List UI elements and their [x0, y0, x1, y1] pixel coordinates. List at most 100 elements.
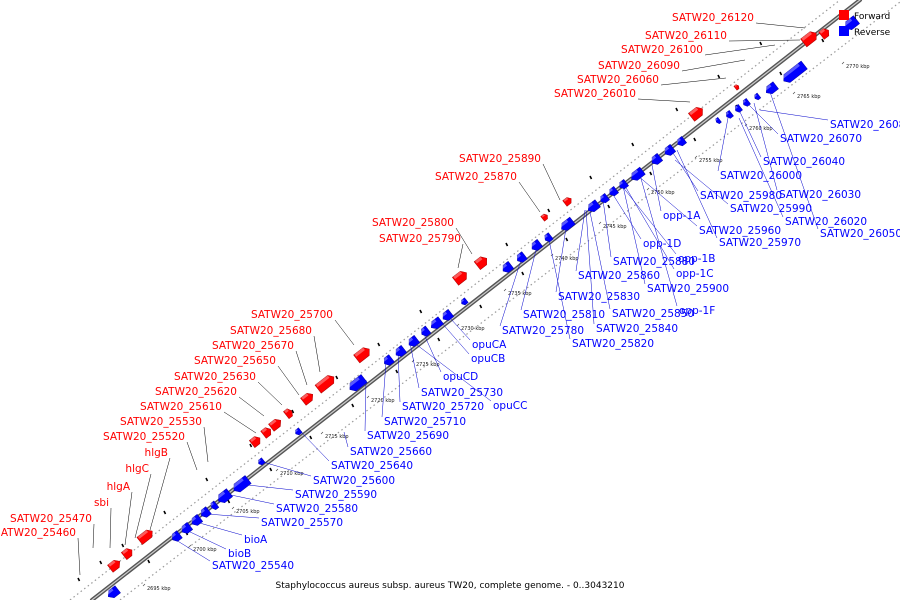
- forward-gene-label[interactable]: SATW20_25520: [103, 431, 185, 443]
- reverse-gene-label[interactable]: SATW20_25840: [596, 323, 678, 335]
- reverse-gene-label[interactable]: opuCA: [472, 339, 507, 351]
- forward-gene-label[interactable]: SATW20_25790: [379, 233, 461, 245]
- forward-gene-label[interactable]: hlgC: [125, 463, 149, 475]
- reverse-gene[interactable]: [724, 110, 734, 119]
- reverse-gene-label[interactable]: opp-1D: [643, 238, 681, 250]
- reverse-gene[interactable]: [500, 261, 515, 274]
- reverse-gene-label[interactable]: SATW20_25900: [647, 283, 729, 295]
- reverse-gene[interactable]: [543, 232, 554, 244]
- reverse-gene-label[interactable]: SATW20_25660: [350, 446, 432, 458]
- reverse-gene[interactable]: [215, 488, 233, 505]
- reverse-gene[interactable]: [189, 514, 204, 527]
- reverse-gene-label[interactable]: SATW20_25820: [572, 338, 654, 350]
- reverse-gene[interactable]: [629, 166, 646, 183]
- forward-gene[interactable]: [300, 391, 316, 406]
- reverse-gene-label[interactable]: opuCB: [471, 353, 505, 365]
- forward-gene-label[interactable]: SATW20_26010: [554, 88, 636, 100]
- reverse-gene-label[interactable]: SATW20_26040: [763, 156, 845, 168]
- reverse-gene[interactable]: [257, 457, 266, 466]
- reverse-gene[interactable]: [515, 251, 528, 265]
- forward-gene-label[interactable]: SATW20_26090: [598, 60, 680, 72]
- reverse-gene-label[interactable]: opuCD: [443, 371, 478, 383]
- reverse-gene-label[interactable]: SATW20_26030: [779, 189, 861, 201]
- forward-gene[interactable]: [260, 426, 274, 439]
- reverse-gene[interactable]: [842, 15, 860, 32]
- reverse-gene[interactable]: [781, 60, 808, 85]
- reverse-gene[interactable]: [106, 585, 121, 600]
- forward-gene-label[interactable]: SATW20_25610: [140, 401, 222, 413]
- reverse-gene-label[interactable]: SATW20_26000: [720, 170, 802, 182]
- reverse-gene-label[interactable]: SATW20_26020: [785, 216, 867, 228]
- forward-gene-label[interactable]: SATW20_25630: [174, 371, 256, 383]
- forward-gene-label[interactable]: SATW20_25460: [0, 527, 76, 539]
- reverse-gene-label[interactable]: opp-1C: [676, 268, 714, 280]
- reverse-gene-label[interactable]: SATW20_25640: [331, 460, 413, 472]
- reverse-gene-label[interactable]: opp-1A: [663, 210, 701, 222]
- forward-gene-label[interactable]: SATW20_26110: [645, 30, 727, 42]
- reverse-gene-label[interactable]: SATW20_25570: [261, 517, 343, 529]
- reverse-gene[interactable]: [733, 104, 743, 113]
- forward-gene-label[interactable]: SATW20_26120: [672, 12, 754, 24]
- forward-gene[interactable]: [136, 528, 155, 545]
- reverse-gene[interactable]: [586, 199, 601, 214]
- forward-gene[interactable]: [562, 196, 574, 207]
- reverse-gene[interactable]: [607, 186, 619, 197]
- forward-gene[interactable]: [248, 434, 262, 448]
- reverse-gene[interactable]: [419, 325, 432, 338]
- reverse-gene-label[interactable]: SATW20_25990: [730, 203, 812, 215]
- reverse-gene[interactable]: [294, 427, 303, 436]
- reverse-gene[interactable]: [231, 475, 252, 495]
- reverse-gene[interactable]: [715, 117, 722, 125]
- forward-gene-label[interactable]: hlgA: [107, 481, 131, 493]
- reverse-gene-label[interactable]: SATW20_26070: [780, 133, 862, 145]
- reverse-gene-label[interactable]: opuCC: [493, 400, 527, 412]
- reverse-gene-label[interactable]: SATW20_25830: [558, 291, 640, 303]
- forward-gene-label[interactable]: SATW20_26060: [577, 74, 659, 86]
- reverse-gene-label[interactable]: SATW20_25970: [719, 237, 801, 249]
- reverse-gene-label[interactable]: SATW20_25590: [295, 489, 377, 501]
- reverse-gene-label[interactable]: opp-1F: [679, 305, 715, 317]
- reverse-gene[interactable]: [662, 144, 677, 157]
- reverse-gene[interactable]: [598, 193, 610, 204]
- reverse-gene[interactable]: [460, 297, 469, 306]
- reverse-gene-label[interactable]: SATW20_25880: [613, 256, 695, 268]
- reverse-gene-label[interactable]: SATW20_25580: [276, 503, 358, 515]
- reverse-gene-label[interactable]: SATW20_25690: [367, 430, 449, 442]
- reverse-gene-label[interactable]: SATW20_25810: [523, 309, 605, 321]
- reverse-gene-label[interactable]: SATW20_25860: [578, 270, 660, 282]
- reverse-gene[interactable]: [347, 374, 368, 394]
- reverse-gene[interactable]: [529, 239, 544, 252]
- forward-gene[interactable]: [800, 29, 820, 48]
- reverse-gene[interactable]: [170, 530, 183, 544]
- reverse-gene-label[interactable]: opp-1B: [678, 253, 715, 265]
- reverse-gene-label[interactable]: SATW20_25960: [699, 225, 781, 237]
- reverse-gene-label[interactable]: SATW20_25730: [421, 387, 503, 399]
- forward-gene[interactable]: [314, 373, 337, 394]
- forward-gene[interactable]: [268, 417, 284, 432]
- forward-gene[interactable]: [818, 27, 832, 40]
- reverse-gene-label[interactable]: SATW20_25850: [612, 308, 694, 320]
- reverse-gene[interactable]: [382, 354, 395, 368]
- reverse-gene[interactable]: [393, 345, 408, 358]
- forward-gene[interactable]: [452, 269, 469, 286]
- forward-gene-label[interactable]: SATW20_25700: [251, 309, 333, 321]
- forward-gene-label[interactable]: SATW20_25890: [459, 153, 541, 165]
- reverse-gene[interactable]: [209, 500, 220, 511]
- reverse-gene[interactable]: [429, 316, 444, 331]
- forward-gene[interactable]: [473, 254, 490, 270]
- reverse-gene[interactable]: [440, 309, 455, 322]
- forward-gene-label[interactable]: SATW20_25470: [10, 513, 92, 525]
- forward-gene-label[interactable]: SATW20_25530: [120, 416, 202, 428]
- forward-gene-label[interactable]: SATW20_25680: [230, 325, 312, 337]
- forward-gene-label[interactable]: SATW20_25620: [155, 386, 237, 398]
- forward-gene-label[interactable]: SATW20_25670: [212, 340, 294, 352]
- reverse-gene-label[interactable]: SATW20_25720: [402, 401, 484, 413]
- forward-gene-label[interactable]: SATW20_26100: [621, 44, 703, 56]
- forward-gene[interactable]: [283, 407, 294, 420]
- reverse-gene-label[interactable]: SATW20_25710: [384, 416, 466, 428]
- reverse-gene[interactable]: [559, 216, 576, 233]
- reverse-gene-label[interactable]: SATW20_25600: [313, 475, 395, 487]
- forward-gene[interactable]: [120, 546, 134, 560]
- reverse-gene[interactable]: [179, 522, 194, 535]
- reverse-gene[interactable]: [617, 179, 629, 190]
